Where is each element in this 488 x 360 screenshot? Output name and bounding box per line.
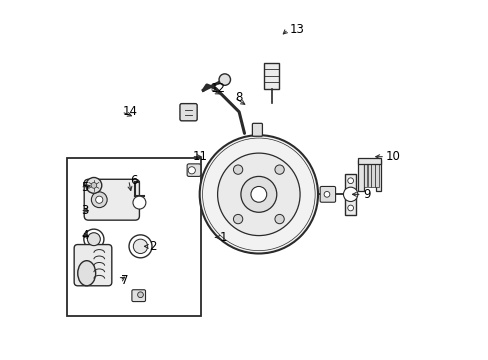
Circle shape [274, 215, 284, 224]
Circle shape [83, 229, 104, 249]
Bar [357, 158, 381, 164]
FancyBboxPatch shape [180, 104, 197, 121]
Circle shape [133, 196, 145, 209]
Circle shape [233, 165, 242, 174]
FancyBboxPatch shape [132, 290, 145, 302]
Circle shape [87, 233, 100, 246]
Text: 11: 11 [192, 150, 207, 163]
Text: 10: 10 [386, 150, 400, 163]
Ellipse shape [78, 261, 96, 286]
Circle shape [219, 74, 230, 85]
Text: 4: 4 [81, 229, 89, 242]
Text: 1: 1 [219, 231, 226, 244]
FancyBboxPatch shape [187, 164, 201, 176]
Text: 12: 12 [210, 82, 225, 95]
Bar [67, 158, 201, 316]
Text: 14: 14 [122, 105, 137, 118]
Circle shape [217, 153, 300, 235]
FancyBboxPatch shape [84, 179, 139, 220]
Text: 13: 13 [289, 23, 304, 36]
FancyBboxPatch shape [320, 186, 335, 202]
Text: 8: 8 [235, 91, 243, 104]
Circle shape [324, 192, 329, 197]
Circle shape [347, 178, 353, 184]
Text: 7: 7 [121, 274, 128, 287]
Text: 6: 6 [129, 174, 137, 186]
Circle shape [241, 176, 276, 212]
Circle shape [274, 165, 284, 174]
Bar [371, 164, 374, 187]
Circle shape [91, 192, 107, 208]
Circle shape [129, 235, 152, 258]
Circle shape [233, 215, 242, 224]
Text: 2: 2 [149, 240, 157, 253]
Circle shape [91, 183, 97, 188]
FancyBboxPatch shape [252, 123, 262, 136]
Circle shape [347, 205, 353, 211]
FancyBboxPatch shape [74, 244, 112, 286]
Circle shape [137, 292, 143, 298]
Circle shape [96, 196, 102, 203]
Text: 5: 5 [81, 181, 88, 194]
Bar [367, 164, 370, 187]
Text: 9: 9 [362, 188, 369, 201]
Bar [344, 174, 356, 215]
Bar [264, 63, 279, 89]
Bar [363, 164, 366, 187]
Circle shape [86, 177, 102, 193]
Circle shape [199, 135, 317, 253]
Circle shape [188, 167, 195, 174]
Circle shape [133, 239, 147, 253]
Bar [375, 164, 378, 187]
Bar [375, 160, 381, 191]
Bar [357, 160, 363, 191]
Text: 3: 3 [81, 204, 88, 217]
Circle shape [343, 187, 357, 202]
Circle shape [250, 186, 266, 202]
